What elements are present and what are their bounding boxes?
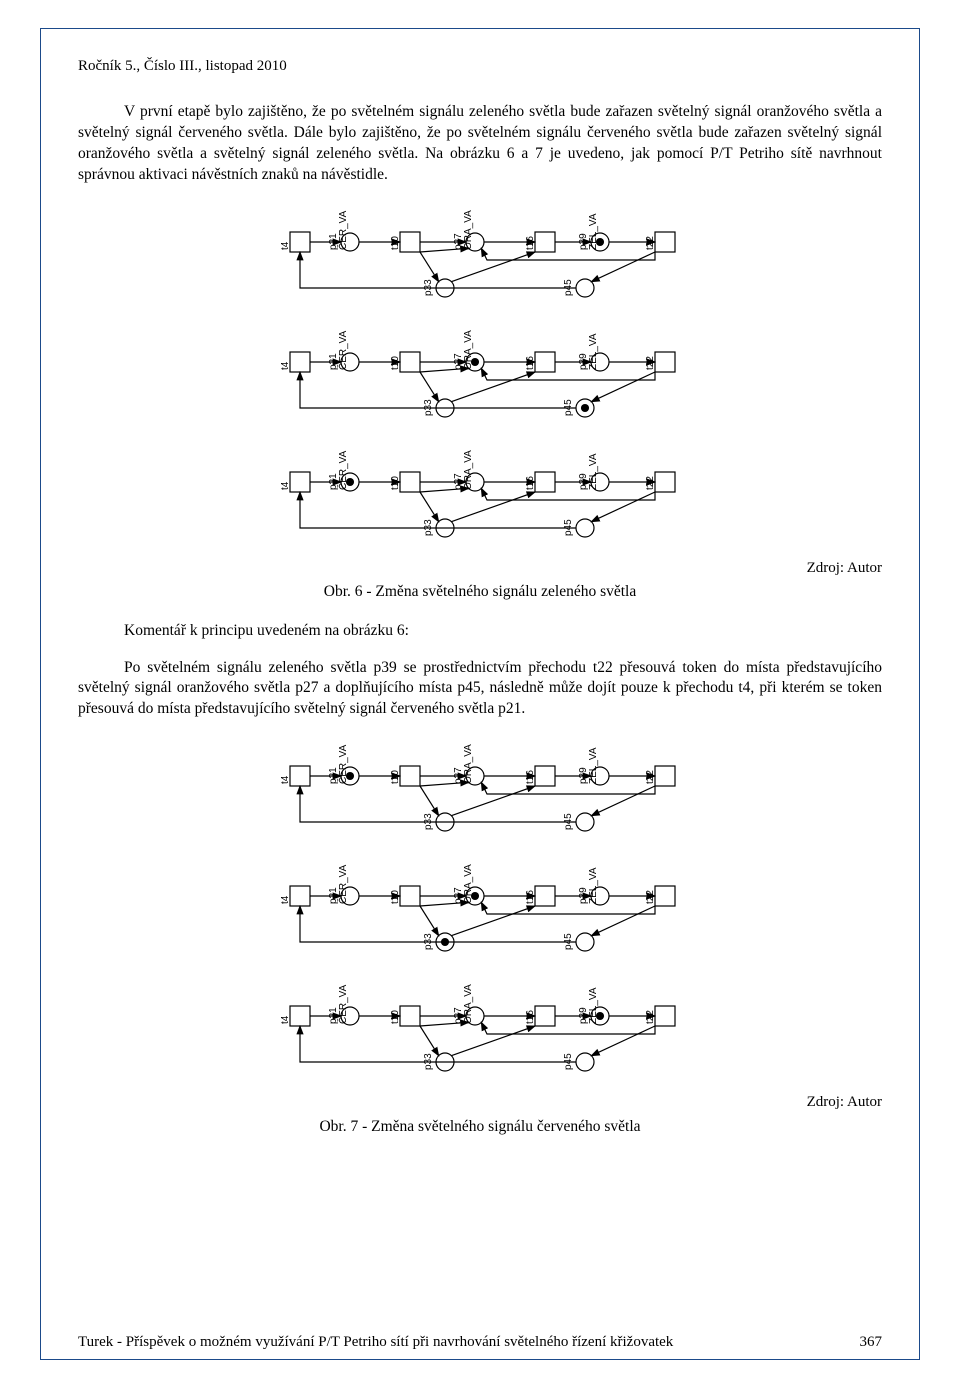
page-number: 367 [822,1334,882,1351]
figure-6-caption: Obr. 6 - Změna světelného signálu zelené… [78,582,882,603]
svg-text:ORA_VA: ORA_VA [463,984,474,1024]
paragraph-intro: V první etapě bylo zajištěno, že po svět… [78,102,882,186]
svg-text:ORA_VA: ORA_VA [463,210,474,250]
svg-text:t10: t10 [390,770,401,784]
svg-text:ORA_VA: ORA_VA [463,330,474,370]
petri-panel: t4p21ČER_VAt10p27ORA_VAt16p39ZEL_VAt22p3… [250,440,710,550]
svg-text:ORA_VA: ORA_VA [463,450,474,490]
svg-text:t10: t10 [390,236,401,250]
svg-text:ZEL_VA: ZEL_VA [588,987,599,1024]
figure-6-source: Zdroj: Autor [78,558,882,578]
svg-text:t16: t16 [525,890,536,904]
svg-text:ČER_VA: ČER_VA [336,985,349,1025]
petri-panel: t4p21ČER_VAt10p27ORA_VAt16p39ZEL_VAt22p3… [250,854,710,964]
svg-text:ČER_VA: ČER_VA [336,745,349,785]
content: Ročník 5., Číslo III., listopad 2010 V p… [78,56,882,1155]
petri-panel: t4p21ČER_VAt10p27ORA_VAt16p39ZEL_VAt22p3… [250,200,710,310]
svg-text:t22: t22 [645,236,656,250]
figure-6: t4p21ČER_VAt10p27ORA_VAt16p39ZEL_VAt22p3… [78,200,882,550]
svg-text:ORA_VA: ORA_VA [463,864,474,904]
svg-text:ČER_VA: ČER_VA [336,865,349,905]
svg-text:ZEL_VA: ZEL_VA [588,333,599,370]
svg-text:t16: t16 [525,356,536,370]
svg-text:t10: t10 [390,476,401,490]
svg-text:ZEL_VA: ZEL_VA [588,453,599,490]
petri-panel: t4p21ČER_VAt10p27ORA_VAt16p39ZEL_VAt22p3… [250,734,710,844]
figure-7: t4p21ČER_VAt10p27ORA_VAt16p39ZEL_VAt22p3… [78,734,882,1084]
svg-text:t22: t22 [645,890,656,904]
svg-text:t22: t22 [645,356,656,370]
svg-text:t4: t4 [280,361,291,370]
paragraph-commentary: Po světelném signálu zeleného světla p39… [78,658,882,721]
footer: Turek - Příspěvek o možném využívání P/T… [78,1334,882,1351]
svg-text:ZEL_VA: ZEL_VA [588,213,599,250]
svg-text:t22: t22 [645,476,656,490]
svg-text:t10: t10 [390,1010,401,1024]
svg-text:t4: t4 [280,776,291,785]
footer-title: Turek - Příspěvek o možném využívání P/T… [78,1334,673,1351]
petri-panel: t4p21ČER_VAt10p27ORA_VAt16p39ZEL_VAt22p3… [250,320,710,430]
figure-7-source: Zdroj: Autor [78,1092,882,1112]
svg-text:t22: t22 [645,770,656,784]
svg-text:t4: t4 [280,481,291,490]
svg-text:t22: t22 [645,1010,656,1024]
svg-text:t10: t10 [390,356,401,370]
svg-text:ORA_VA: ORA_VA [463,744,474,784]
svg-text:t4: t4 [280,1016,291,1025]
svg-text:ČER_VA: ČER_VA [336,330,349,370]
petri-panel: t4p21ČER_VAt10p27ORA_VAt16p39ZEL_VAt22p3… [250,974,710,1084]
svg-text:ČER_VA: ČER_VA [336,210,349,250]
svg-text:t10: t10 [390,890,401,904]
running-header: Ročník 5., Číslo III., listopad 2010 [78,56,882,76]
svg-text:t4: t4 [280,241,291,250]
svg-text:ČER_VA: ČER_VA [336,450,349,490]
svg-text:t4: t4 [280,896,291,905]
svg-text:ZEL_VA: ZEL_VA [588,747,599,784]
commentary-title: Komentář k principu uvedeném na obrázku … [78,621,882,642]
svg-text:t16: t16 [525,1010,536,1024]
figure-7-caption: Obr. 7 - Změna světelného signálu červen… [78,1117,882,1138]
svg-text:t16: t16 [525,476,536,490]
svg-text:t16: t16 [525,236,536,250]
svg-text:t16: t16 [525,770,536,784]
svg-text:ZEL_VA: ZEL_VA [588,867,599,904]
